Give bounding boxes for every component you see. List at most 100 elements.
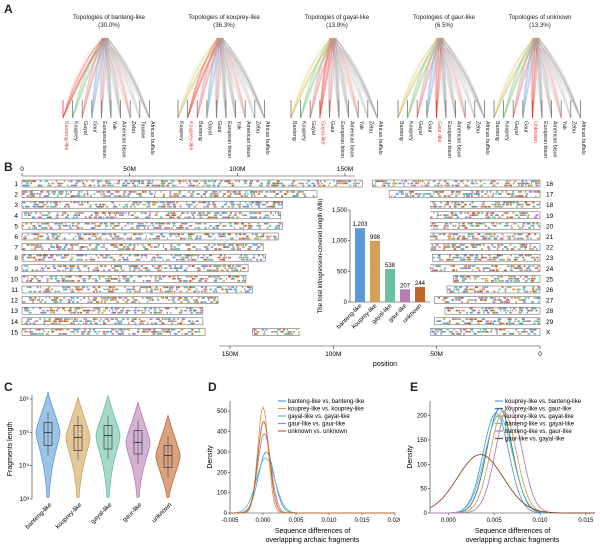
tree-branch — [217, 37, 246, 119]
tree-branch — [332, 37, 359, 119]
introgression-segment — [504, 246, 507, 248]
introgression-segment — [63, 254, 66, 257]
introgression-segment — [200, 180, 202, 183]
introgression-segment — [472, 269, 474, 272]
introgression-segment — [255, 233, 258, 236]
tree-branch — [300, 37, 331, 119]
introgression-segment — [121, 214, 124, 216]
tree-branch — [416, 37, 440, 119]
introgression-segment — [37, 280, 39, 282]
tree-branch — [107, 37, 121, 119]
tree-branch — [222, 37, 265, 119]
tree-branch — [397, 37, 441, 119]
tree-branch — [426, 37, 442, 119]
tree-branch — [222, 37, 256, 119]
introgression-segment — [120, 309, 122, 312]
introgression-segment — [276, 201, 280, 204]
introgression-segment — [80, 299, 82, 301]
introgression-segment — [197, 269, 200, 272]
tree-branch — [217, 37, 246, 119]
introgression-segment — [249, 182, 253, 185]
tree-branch — [333, 37, 378, 119]
tree-branch — [533, 37, 543, 119]
tree-branch — [335, 37, 349, 119]
tree-branch — [441, 37, 476, 119]
introgression-segment — [103, 222, 108, 225]
introgression-segment — [439, 191, 443, 193]
introgression-segment — [467, 180, 469, 183]
introgression-segment — [268, 205, 272, 208]
tree-branch — [106, 37, 112, 119]
tree-branch — [493, 37, 539, 119]
introgression-segment — [79, 233, 81, 236]
tree-branch — [222, 37, 236, 119]
introgression-segment — [344, 182, 347, 185]
introgression-segment — [481, 191, 484, 193]
introgression-segment — [201, 297, 205, 299]
introgression-segment — [422, 193, 426, 195]
introgression-segment — [70, 195, 74, 197]
topology-title-text: Topologies of banteng-like — [73, 14, 145, 21]
introgression-segment — [232, 265, 235, 267]
introgression-segment — [166, 286, 169, 289]
introgression-segment — [245, 258, 249, 261]
introgression-segment — [494, 280, 497, 282]
tree-branch — [218, 37, 265, 119]
introgression-segment — [491, 222, 495, 225]
introgression-segment — [148, 309, 150, 312]
introgression-segment — [196, 254, 200, 257]
tree-branch — [81, 37, 109, 119]
chromosome-label: 20 — [546, 223, 554, 230]
tree-branch — [300, 37, 337, 119]
introgression-segment — [224, 203, 227, 206]
introgression-segment — [466, 258, 470, 261]
introgression-segment — [224, 212, 228, 214]
tree-branch — [407, 37, 444, 119]
introgression-segment — [53, 191, 57, 193]
tree-branch — [442, 37, 485, 119]
tree-branch — [537, 37, 581, 119]
introgression-segment — [29, 280, 33, 282]
tree-branch — [536, 37, 572, 119]
introgression-segment — [190, 309, 193, 312]
tree-branch — [441, 37, 447, 119]
introgression-segment — [105, 278, 107, 280]
introgression-segment — [438, 233, 442, 236]
introgression-segment — [158, 275, 161, 278]
introgression-segment — [156, 286, 158, 289]
introgression-segment — [510, 280, 513, 282]
introgression-segment — [56, 195, 59, 197]
tree-branch — [493, 37, 535, 119]
introgression-segment — [128, 214, 130, 216]
introgression-segment — [161, 290, 163, 293]
introgression-segment — [460, 248, 464, 250]
tree-branch — [538, 37, 552, 119]
tree-branch — [426, 37, 443, 119]
introgression-segment — [244, 288, 246, 291]
introgression-segment — [101, 203, 105, 206]
introgression-segment — [201, 212, 205, 214]
introgression-segment — [89, 320, 92, 322]
introgression-segment — [179, 193, 181, 195]
introgression-segment — [513, 222, 516, 225]
introgression-segment — [161, 328, 165, 331]
tree-branch — [335, 37, 349, 119]
introgression-segment — [204, 290, 208, 293]
tree-branch — [104, 37, 150, 119]
introgression-segment — [510, 248, 513, 250]
introgression-segment — [208, 254, 213, 257]
introgression-segment — [446, 258, 450, 261]
introgression-segment — [255, 201, 259, 204]
tree-branch — [62, 37, 108, 119]
introgression-segment — [465, 265, 467, 267]
tree-branch — [221, 37, 246, 119]
introgression-segment — [55, 237, 58, 240]
tree-branch — [107, 37, 150, 119]
introgression-segment — [471, 233, 474, 236]
introgression-segment — [58, 322, 61, 325]
tree-branch — [512, 37, 536, 119]
introgression-segment — [67, 214, 69, 216]
introgression-segment — [246, 203, 249, 206]
introgression-segment — [35, 328, 38, 331]
introgression-segment — [86, 191, 89, 193]
